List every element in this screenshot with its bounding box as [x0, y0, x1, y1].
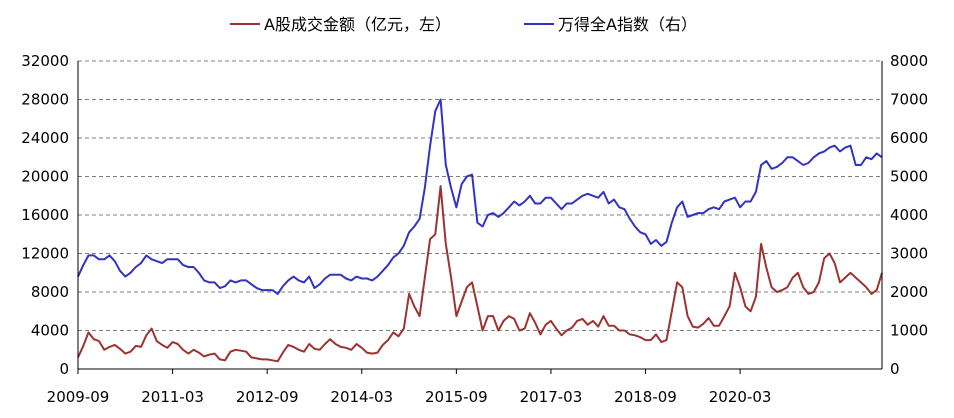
- y-right-tick-label: 2000: [890, 283, 928, 301]
- x-tick-label: 2014-03: [330, 388, 393, 406]
- series-line-2: [77, 98, 883, 295]
- x-tick-label: 2020-03: [709, 388, 772, 406]
- y-left-tick-label: 32000: [21, 52, 69, 70]
- y-left-tick-label: 4000: [31, 322, 69, 340]
- chart-legend: A股成交金额（亿元，左） 万得全A指数（右）: [230, 15, 697, 34]
- x-tick-label: 2017-03: [520, 388, 583, 406]
- y-left-tick-label: 16000: [21, 206, 69, 224]
- y-left-tick-label: 24000: [21, 129, 69, 147]
- gridlines: [78, 60, 882, 331]
- y-left-tick-label: 8000: [31, 283, 69, 301]
- legend-label-1: A股成交金额（亿元，左）: [264, 15, 451, 34]
- y-left-tick-label: 20000: [21, 168, 69, 186]
- y-right-tick-label: 7000: [890, 91, 928, 109]
- x-tick-label: 2009-09: [47, 388, 110, 406]
- y-right-tick-label: 1000: [890, 322, 928, 340]
- axes: [77, 61, 883, 374]
- y-right-tick-label: 0: [890, 360, 900, 378]
- x-tick-label: 2015-09: [425, 388, 488, 406]
- y-right-tick-label: 5000: [890, 168, 928, 186]
- y-left-tick-label: 12000: [21, 245, 69, 263]
- series-line-1: [77, 185, 883, 363]
- x-tick-label: 2012-09: [236, 388, 299, 406]
- tick-labels: 0 4000 8000 12000 16000 20000 24000 28000 32000 0…: [21, 52, 928, 406]
- y-left-tick-label: 0: [59, 360, 69, 378]
- y-right-tick-label: 3000: [890, 245, 928, 263]
- y-right-tick-label: 4000: [890, 206, 928, 224]
- plot-area: [77, 98, 883, 363]
- y-right-tick-label: 8000: [890, 52, 928, 70]
- x-tick-label: 2018-09: [614, 388, 677, 406]
- x-tick-label: 2011-03: [141, 388, 204, 406]
- y-left-tick-label: 28000: [21, 91, 69, 109]
- legend-label-2: 万得全A指数（右）: [558, 15, 697, 34]
- y-right-tick-label: 6000: [890, 129, 928, 147]
